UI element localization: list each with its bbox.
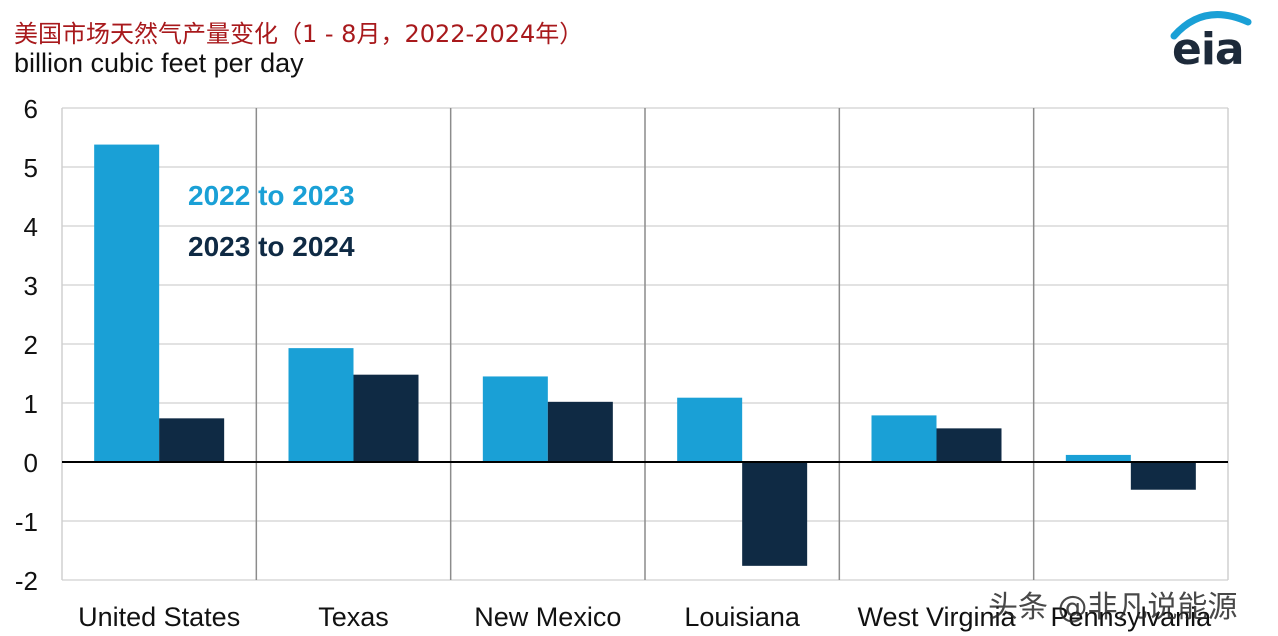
x-tick-label: United States (78, 602, 240, 632)
legend-entry: 2022 to 2023 (188, 180, 355, 211)
x-tick-label: Pennsylvania (1051, 602, 1213, 632)
y-tick-label: 0 (24, 448, 38, 478)
watermark: 头条 @非凡说能源 (988, 590, 1238, 625)
bar-series1 (871, 415, 937, 462)
eia-logo: eia (1164, 6, 1260, 75)
bar-series1 (677, 397, 743, 462)
x-tick-label: Louisiana (684, 602, 801, 632)
bar-series2 (936, 428, 1002, 462)
legend-entry: 2023 to 2024 (188, 231, 355, 262)
bar-series2 (1130, 462, 1196, 490)
bar-series2 (547, 401, 613, 462)
bar-series1 (482, 376, 548, 462)
eia-logo-swoosh-icon (1170, 11, 1252, 40)
x-tick-label: New Mexico (474, 602, 621, 632)
y-tick-label: 6 (24, 94, 38, 124)
bar-series2 (742, 462, 808, 566)
bar-series2 (159, 418, 225, 462)
bar-series1 (1065, 454, 1131, 462)
y-tick-label: 2 (24, 330, 38, 360)
x-tick-label: West Virginia (857, 602, 1016, 632)
y-tick-label: 5 (24, 153, 38, 183)
y-tick-label: -2 (15, 566, 38, 596)
y-tick-label: 1 (24, 389, 38, 419)
bar-series2 (353, 374, 419, 462)
bar-series1 (94, 144, 160, 462)
chart-title: 美国市场天然气产量变化（1 - 8月，2022-2024年） (14, 20, 584, 48)
y-tick-label: -1 (15, 507, 38, 537)
eia-logo-text: eia (1172, 24, 1245, 75)
x-tick-label: Texas (318, 602, 389, 632)
chart-subtitle: billion cubic feet per day (14, 48, 304, 78)
bar-series1 (288, 348, 354, 462)
y-tick-label: 3 (24, 271, 38, 301)
y-tick-label: 4 (24, 212, 38, 242)
